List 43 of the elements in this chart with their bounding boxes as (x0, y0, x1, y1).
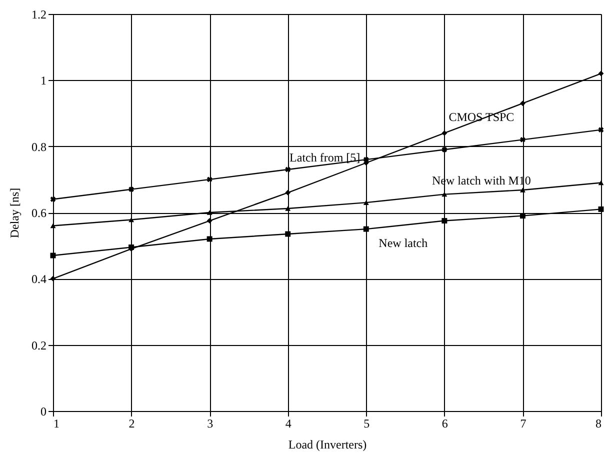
point (206, 210, 212, 215)
x-tick-label: 3 (207, 416, 214, 430)
y-tick-label: 0.8 (32, 140, 46, 154)
y-tick-label: 0.2 (32, 338, 46, 352)
point (363, 156, 369, 162)
x-tick-label: 8 (596, 416, 602, 430)
point (598, 70, 604, 76)
y-tick-label: 0.6 (32, 206, 46, 220)
point (598, 127, 604, 133)
y-tick-label: 1 (40, 74, 46, 88)
point (285, 190, 291, 196)
point (442, 218, 448, 224)
x-tick-label: 6 (442, 416, 448, 430)
y-tick-label: 0 (40, 404, 46, 418)
point (520, 188, 526, 192)
point (206, 218, 212, 224)
x-tick-label: 2 (128, 416, 135, 430)
point (206, 236, 212, 242)
y-tick-label: 1.2 (32, 8, 46, 22)
x-tick-label: 5 (364, 416, 370, 430)
x-tick-label: 1 (54, 416, 60, 430)
point (520, 137, 526, 142)
point (50, 196, 56, 202)
point (128, 186, 134, 192)
point (285, 231, 291, 237)
y-tick-label: 0.4 (32, 272, 46, 286)
x-axis-title: Load (Inverters) (288, 438, 367, 452)
y-axis-title: Delay [ns] (8, 188, 22, 238)
series-label: New latch (378, 236, 428, 250)
point (285, 206, 291, 211)
x-tick-label: 4 (285, 416, 292, 430)
x-tick-label: 7 (520, 416, 526, 430)
point (520, 100, 526, 106)
point (285, 166, 291, 172)
point (206, 176, 212, 182)
point (363, 226, 369, 232)
series-label: CMOS TSPC (448, 110, 514, 124)
point (598, 206, 604, 212)
point (442, 130, 448, 136)
point (442, 146, 448, 152)
point (598, 180, 604, 186)
point (363, 200, 369, 205)
point (50, 223, 56, 228)
